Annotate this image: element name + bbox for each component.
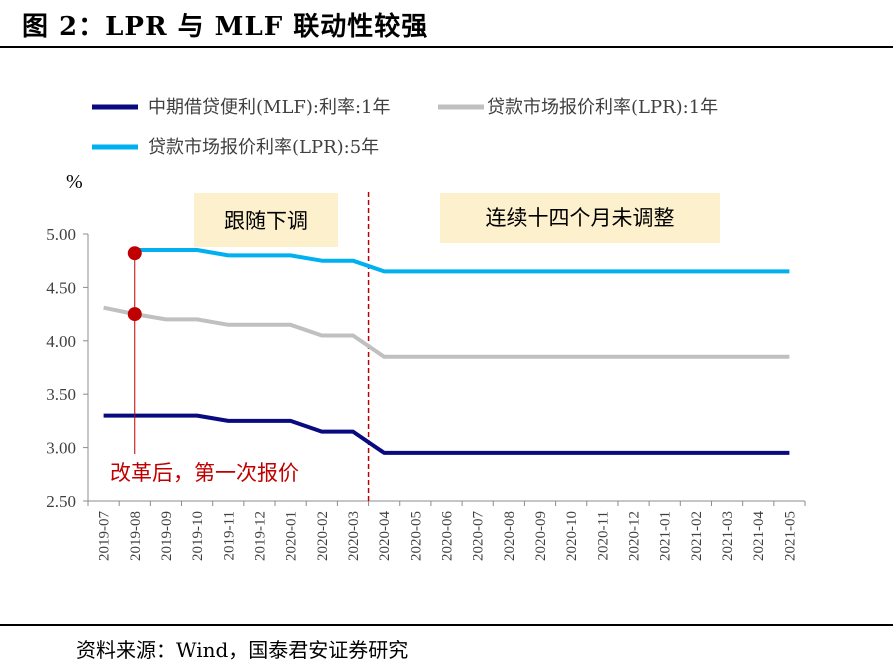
rate-line-chart: 中期借贷便利(MLF):利率:1年 贷款市场报价利率(LPR):1年 贷款市场报… — [46, 97, 806, 561]
y-tick-label: 2.50 — [46, 492, 76, 511]
x-tick-label: 2019-09 — [159, 511, 175, 561]
x-tick-label: 2020-10 — [564, 511, 580, 561]
x-tick-label: 2020-04 — [377, 511, 393, 561]
legend-label-lpr-1y: 贷款市场报价利率(LPR):1年 — [487, 97, 718, 118]
figure-title: 图 2：LPR 与 MLF 联动性较强 — [22, 12, 429, 42]
x-tick-label: 2019-12 — [252, 511, 268, 561]
x-tick-label: 2020-07 — [471, 511, 487, 561]
x-tick-label: 2020-02 — [315, 511, 331, 561]
first-quote-marker — [127, 246, 142, 261]
follow-box — [194, 193, 338, 247]
series-line-1 — [103, 305, 790, 359]
x-tick-label: 2019-07 — [97, 511, 113, 561]
y-tick-label: 3.50 — [46, 385, 76, 404]
first-quote-marker — [127, 307, 142, 322]
plot-area: 2.50 3.00 3.50 4.00 4.50 5.00 2019-07 2019-08 20… — [46, 192, 806, 561]
x-tick-label: 2019-11 — [221, 511, 237, 560]
x-tick-label: 2019-08 — [128, 511, 144, 561]
follow-label: 跟随下调 — [224, 209, 308, 233]
x-tick-label: 2020-09 — [533, 511, 549, 561]
x-tick-label: 2020-05 — [408, 511, 424, 561]
series-line-0 — [103, 413, 790, 455]
x-tick-label: 2021-02 — [689, 511, 705, 561]
x-tick-label: 2020-12 — [627, 511, 643, 561]
source-note: 资料来源：Wind，国泰君安证券研究 — [76, 638, 409, 662]
unchanged-label: 连续十四个月未调整 — [486, 206, 675, 230]
chart-legend: 中期借贷便利(MLF):利率:1年 贷款市场报价利率(LPR):1年 贷款市场报… — [92, 97, 718, 158]
y-axis-unit: % — [66, 171, 83, 193]
first-quote-label: 改革后，第一次报价 — [110, 461, 299, 485]
y-tick-label: 3.00 — [46, 439, 76, 458]
x-tick-label: 2020-11 — [595, 511, 611, 560]
title-rule — [0, 46, 893, 48]
y-tick-label: 5.00 — [46, 225, 76, 244]
x-tick-label: 2021-01 — [658, 511, 674, 561]
x-tick-label: 2021-03 — [720, 511, 736, 561]
x-tick-label: 2021-04 — [751, 511, 767, 561]
series-line-2 — [134, 248, 790, 274]
x-tick-label: 2020-08 — [502, 511, 518, 561]
x-tick-label: 2019-10 — [190, 511, 206, 561]
x-tick-label: 2020-03 — [346, 511, 362, 561]
legend-label-mlf: 中期借贷便利(MLF):利率:1年 — [148, 97, 391, 118]
x-tick-label: 2020-06 — [440, 511, 456, 561]
y-tick-label: 4.00 — [46, 332, 76, 351]
bottom-rule — [0, 624, 893, 626]
legend-label-lpr-5y: 贷款市场报价利率(LPR):5年 — [148, 137, 379, 158]
y-tick-label: 4.50 — [46, 278, 76, 297]
x-tick-label: 2020-01 — [284, 511, 300, 561]
unchanged-box — [440, 193, 720, 243]
x-tick-label: 2021-05 — [782, 511, 798, 561]
